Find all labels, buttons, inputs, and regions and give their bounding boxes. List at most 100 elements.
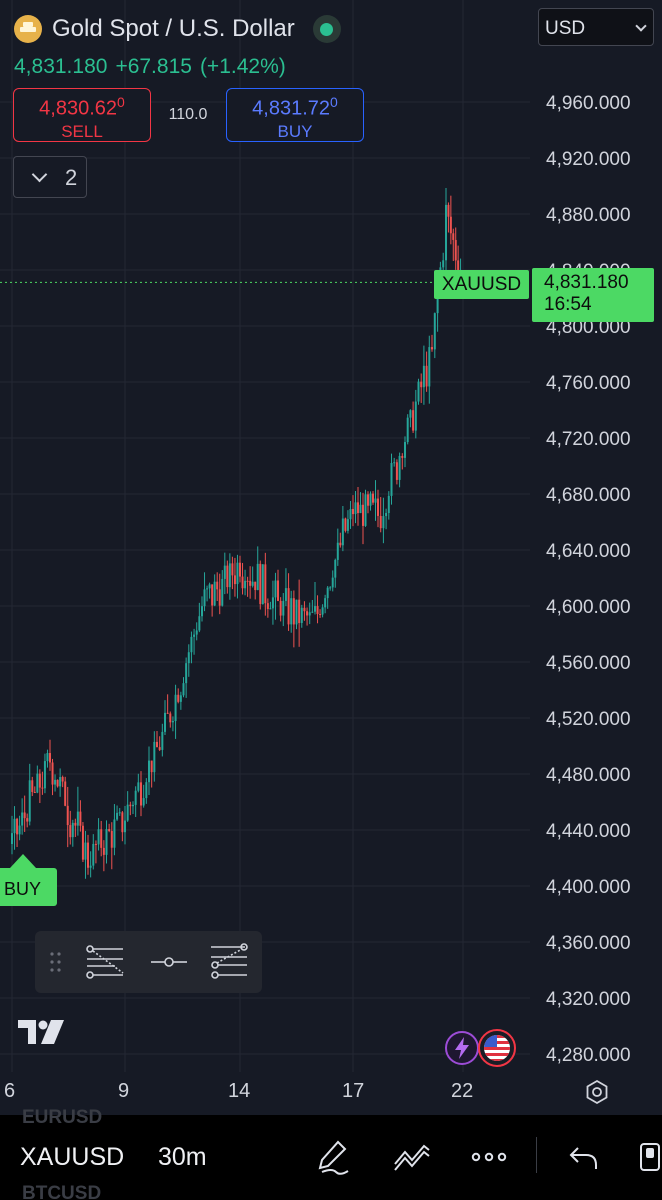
bar-countdown: 16:54	[544, 294, 592, 315]
indicators-toggle-button[interactable]: 2	[13, 156, 87, 198]
currency-select[interactable]: USD	[538, 8, 654, 46]
last-price: 4,831.180	[14, 55, 108, 78]
more-options-icon[interactable]	[470, 1138, 510, 1176]
symbol-header[interactable]: Gold Spot / U.S. Dollar	[14, 12, 341, 46]
timeframe-button[interactable]: 30m	[158, 1143, 207, 1171]
symbol-picker-prev[interactable]: EURUSD	[22, 1107, 103, 1128]
events-flash-icon[interactable]	[445, 1031, 479, 1065]
buy-button[interactable]: 4,831.720 BUY	[226, 88, 364, 142]
candle-body	[94, 843, 97, 845]
candle-body	[221, 578, 224, 606]
candle-body	[145, 782, 148, 799]
candle-body	[303, 607, 306, 612]
candle-body	[171, 721, 174, 723]
candle-body	[454, 239, 457, 261]
candle-body	[213, 581, 216, 606]
candle-body	[364, 494, 367, 526]
candle-body	[374, 498, 377, 503]
time-axis-label: 9	[118, 1080, 130, 1102]
bottom-toolbar: EURUSD XAUUSD BTCUSD 30m	[0, 1107, 662, 1200]
candle-body	[166, 712, 169, 714]
candle-body	[382, 516, 385, 529]
current-price-value: 4,831.180	[544, 272, 629, 293]
fib-extension-tool-icon[interactable]	[211, 943, 248, 979]
candle-body	[334, 559, 337, 578]
candle-body	[126, 804, 129, 821]
candle-body	[87, 842, 89, 868]
candle-body	[369, 493, 372, 506]
price-axis-label: 4,400.000	[546, 877, 631, 898]
candle-body	[158, 747, 161, 750]
candle-body	[38, 773, 41, 788]
candle-body	[377, 498, 379, 516]
candle-body	[387, 495, 390, 513]
market-open-icon[interactable]	[312, 15, 341, 43]
buy-trade-marker[interactable]: BUY	[0, 854, 57, 906]
candle-body	[66, 805, 69, 826]
candle-body	[395, 462, 398, 480]
candle-body	[116, 812, 119, 820]
chevron-down-icon	[635, 20, 647, 32]
candle-body	[269, 608, 272, 610]
candle-body	[433, 313, 436, 350]
price-axis-label: 4,760.000	[546, 373, 631, 394]
chart-area[interactable]: 4,960.0004,920.0004,880.0004,840.0004,80…	[0, 0, 662, 1115]
candle-body	[398, 455, 401, 480]
candle-body	[43, 761, 46, 789]
candle-body	[279, 600, 282, 616]
candle-body	[287, 588, 290, 625]
candle-body	[298, 599, 301, 623]
fib-retracement-tool-icon[interactable]	[86, 945, 124, 979]
drag-handle-icon[interactable]	[50, 952, 61, 972]
us-flag-icon[interactable]	[478, 1029, 516, 1067]
candle-body	[161, 731, 164, 750]
candle-body	[124, 820, 126, 833]
horizontal-line-tool-icon[interactable]	[151, 957, 187, 967]
candle-body	[412, 410, 415, 431]
candle-body	[404, 442, 406, 458]
buy-price: 4,831.72	[252, 97, 331, 120]
chart-settings-icon[interactable]	[584, 1079, 610, 1105]
candle-body	[417, 381, 420, 402]
candle-body	[193, 634, 196, 637]
candle-body	[203, 589, 206, 607]
candle-body	[195, 630, 198, 635]
candle-body	[254, 581, 257, 591]
candle-body	[102, 847, 105, 855]
candle-body	[300, 607, 303, 623]
candle-body	[79, 811, 82, 826]
candle-body	[179, 695, 182, 702]
indicators-icon[interactable]	[392, 1138, 432, 1176]
symbol-picker-next[interactable]: BTCUSD	[22, 1183, 102, 1200]
price-axis-label: 4,800.000	[546, 317, 631, 338]
candle-body	[142, 798, 145, 806]
sell-button[interactable]: 4,830.620 SELL	[13, 88, 151, 142]
candle-body	[261, 564, 264, 605]
symbol-picker[interactable]: XAUUSD	[20, 1143, 125, 1171]
candle-body	[244, 580, 247, 589]
drawing-pen-icon[interactable]	[314, 1138, 352, 1176]
candle-body	[33, 791, 36, 793]
candle-body	[150, 760, 153, 773]
price-axis-label: 4,640.000	[546, 541, 631, 562]
candle-body	[105, 829, 108, 855]
candle-body	[246, 580, 249, 582]
symbol-price-tag: XAUUSD	[434, 270, 529, 299]
candle-body	[26, 818, 29, 822]
candle-body	[321, 607, 324, 615]
candle-body	[425, 365, 428, 387]
candle-body	[31, 780, 34, 792]
candle-body	[292, 598, 295, 625]
toggle-icon[interactable]	[638, 1138, 662, 1176]
price-axis-label: 4,880.000	[546, 205, 631, 226]
price-axis-label: 4,720.000	[546, 429, 631, 450]
price-axis-label: 4,520.000	[546, 709, 631, 730]
candle-body	[284, 588, 287, 601]
candle-body	[264, 564, 267, 604]
candle-body	[306, 611, 309, 616]
price-change: +67.815	[115, 55, 192, 78]
candlestick-chart[interactable]: 4,960.0004,920.0004,880.0004,840.0004,80…	[0, 0, 662, 1115]
undo-icon[interactable]	[566, 1138, 602, 1176]
candle-body	[81, 825, 84, 860]
candle-body	[132, 804, 134, 807]
